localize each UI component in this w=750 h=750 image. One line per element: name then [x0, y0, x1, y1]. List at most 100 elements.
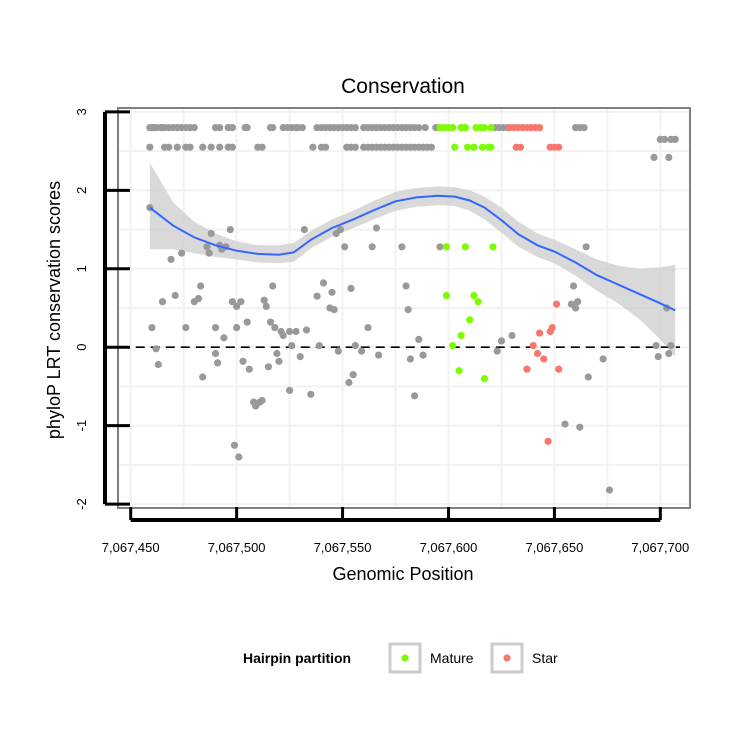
- point-other: [235, 453, 243, 461]
- y-tick-label: 0: [74, 344, 89, 351]
- x-tick-label: 7,067,600: [420, 540, 478, 555]
- point-other: [269, 124, 277, 132]
- point-other: [313, 292, 321, 300]
- point-other: [237, 298, 245, 306]
- x-tick-label: 7,067,550: [314, 540, 372, 555]
- point-other: [336, 226, 344, 234]
- point-other: [334, 347, 342, 355]
- point-other: [419, 351, 427, 359]
- y-axis: -2 -1 0 1 2 3: [74, 108, 130, 510]
- y-tick-label: -1: [74, 420, 89, 432]
- point-other: [302, 326, 311, 334]
- point-other: [328, 288, 336, 296]
- point-mature: [480, 375, 489, 383]
- point-other: [330, 306, 338, 314]
- plot-panel-border: [117, 107, 691, 509]
- point-star: [555, 143, 563, 151]
- x-tick-label: 7,067,700: [631, 540, 689, 555]
- point-mature: [487, 124, 495, 132]
- point-other: [349, 371, 357, 379]
- point-mature: [478, 143, 486, 151]
- point-other: [296, 353, 304, 361]
- point-other: [665, 349, 673, 358]
- point-other: [319, 279, 328, 287]
- point-other: [315, 342, 323, 350]
- point-mature: [449, 124, 457, 132]
- point-other: [375, 351, 383, 359]
- point-other: [372, 224, 381, 232]
- point-other: [269, 282, 277, 290]
- x-tick-label: 7,067,450: [102, 540, 160, 555]
- point-other: [411, 392, 419, 400]
- point-other: [243, 318, 251, 326]
- point-other: [258, 396, 266, 405]
- point-other: [226, 226, 234, 234]
- point-star: [540, 355, 548, 363]
- point-other: [415, 124, 423, 132]
- point-star: [516, 143, 525, 151]
- point-star: [552, 300, 561, 308]
- point-other: [186, 143, 194, 151]
- point-other: [347, 284, 355, 292]
- point-star: [536, 124, 544, 132]
- point-mature: [464, 143, 472, 151]
- legend-dot-mature: [401, 654, 409, 662]
- point-other: [165, 143, 173, 151]
- point-other: [288, 342, 296, 350]
- point-other: [178, 249, 186, 257]
- point-other: [258, 143, 266, 151]
- point-other: [239, 357, 247, 365]
- point-star: [536, 329, 544, 337]
- point-star: [555, 365, 563, 373]
- point-other: [182, 324, 190, 332]
- y-axis-label: phyloP LRT conservation scores: [44, 181, 64, 439]
- legend-title: Hairpin partition: [243, 650, 351, 666]
- point-other: [402, 282, 410, 290]
- point-other: [351, 124, 359, 132]
- point-other: [421, 124, 429, 132]
- point-star: [544, 437, 552, 445]
- point-mature: [470, 291, 478, 300]
- point-other: [199, 373, 207, 381]
- point-mature: [451, 143, 459, 151]
- point-other: [580, 124, 588, 132]
- point-other: [358, 347, 366, 355]
- point-star: [533, 349, 542, 358]
- point-other: [652, 342, 660, 350]
- legend-dot-star: [503, 654, 511, 662]
- point-other: [654, 353, 662, 361]
- point-other: [260, 296, 268, 304]
- point-other: [279, 331, 287, 340]
- point-other: [292, 327, 300, 336]
- point-other: [194, 295, 203, 303]
- point-other: [309, 143, 317, 151]
- point-other: [167, 255, 175, 263]
- point-other: [307, 390, 315, 398]
- point-other: [605, 486, 614, 494]
- point-other: [264, 363, 272, 371]
- point-other: [561, 420, 569, 428]
- point-star: [529, 342, 537, 350]
- smooth-trend-line: [149, 194, 676, 312]
- point-other: [599, 355, 607, 363]
- point-other: [584, 373, 592, 381]
- point-other: [173, 143, 181, 151]
- point-other: [368, 243, 376, 251]
- point-other: [207, 143, 215, 151]
- point-mature: [470, 143, 478, 151]
- point-other: [341, 243, 349, 251]
- point-mature: [461, 124, 469, 132]
- point-other: [211, 349, 220, 358]
- point-other: [199, 143, 207, 151]
- point-other: [286, 386, 294, 394]
- point-other: [228, 298, 236, 306]
- point-mature: [487, 143, 495, 151]
- point-other: [230, 441, 239, 449]
- point-other: [671, 135, 679, 143]
- point-other: [574, 298, 582, 306]
- point-other: [497, 337, 506, 345]
- point-mature: [489, 243, 497, 251]
- point-other: [286, 327, 294, 336]
- point-star: [548, 324, 556, 332]
